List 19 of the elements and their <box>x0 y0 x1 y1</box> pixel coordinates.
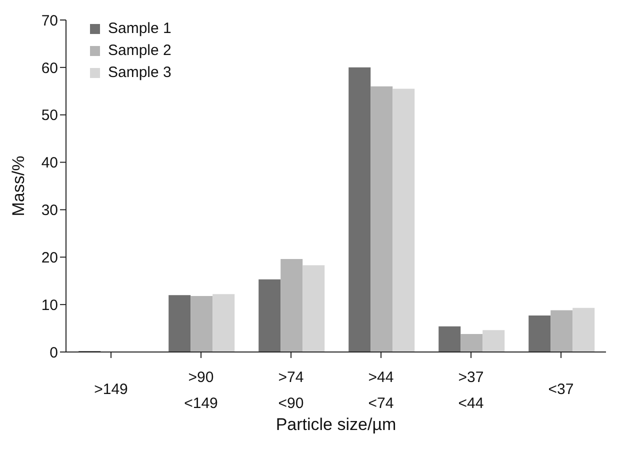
legend-label: Sample 3 <box>108 63 172 83</box>
x-tick-label: >44 <74 <box>368 369 394 412</box>
y-tick-label: 40 <box>41 154 58 172</box>
legend-label: Sample 2 <box>108 41 172 61</box>
y-tick-label: 60 <box>41 60 58 77</box>
y-tick-label: 20 <box>41 249 58 266</box>
x-tick-label: >74 <90 <box>278 369 304 412</box>
y-tick-label: 70 <box>41 12 58 30</box>
x-tick-label: <37 <box>548 381 574 398</box>
y-tick-label: 10 <box>41 296 58 314</box>
x-tick-label: >37 <44 <box>458 369 484 412</box>
x-tick-label: >149 <box>94 381 128 398</box>
y-tick-label: 50 <box>41 107 58 124</box>
y-tick-label: 30 <box>41 202 58 220</box>
x-tick-label: >90 <149 <box>184 369 218 412</box>
y-axis-title: Mass/% <box>9 156 28 216</box>
legend-label: Sample 1 <box>108 19 172 39</box>
y-tick-label: 0 <box>50 344 58 362</box>
x-axis-title: Particle size/µm <box>276 415 396 434</box>
